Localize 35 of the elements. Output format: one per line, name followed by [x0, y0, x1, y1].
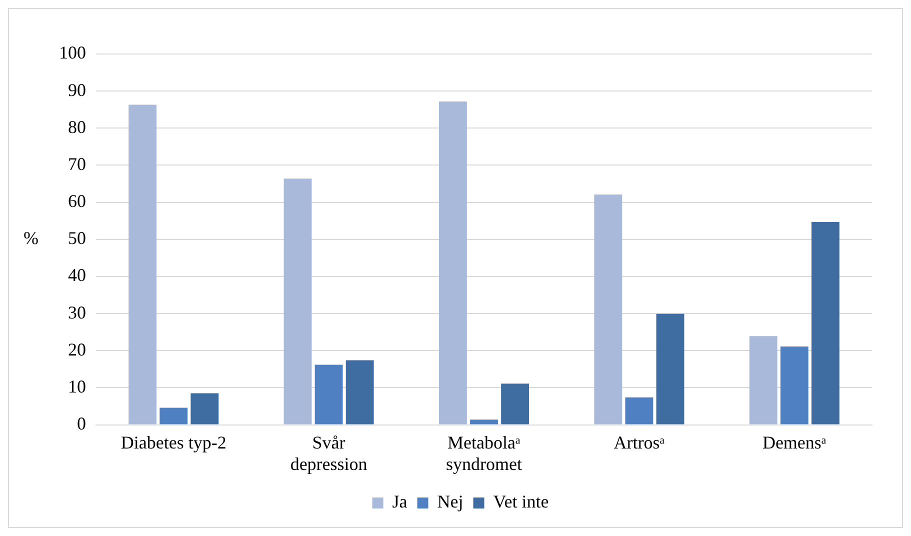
y-tick-label: 60	[68, 191, 86, 212]
bar	[284, 178, 312, 424]
legend-label: Vet inte	[493, 492, 549, 512]
y-tick-label: 80	[68, 116, 86, 137]
legend-label: Ja	[392, 492, 408, 512]
y-axis-title: %	[24, 228, 38, 248]
y-tick-label: 90	[68, 80, 86, 100]
bar	[501, 384, 530, 424]
bar	[656, 314, 684, 424]
bar	[190, 393, 219, 424]
x-tick-label: Diabetes typ-2	[120, 432, 226, 452]
y-tick-label: 20	[68, 339, 86, 360]
x-tick-label: Artrosᵃ	[614, 432, 665, 452]
y-tick-label: 40	[68, 265, 86, 286]
bar	[314, 364, 343, 424]
y-tick-label: 0	[77, 414, 86, 434]
y-tick-label: 100	[59, 42, 86, 63]
bar	[749, 336, 778, 424]
bar	[811, 222, 840, 424]
legend-label: Nej	[437, 492, 464, 512]
y-tick-label: 30	[68, 302, 86, 322]
bar	[438, 101, 467, 424]
bar	[625, 397, 654, 424]
y-tick-label: 70	[68, 154, 86, 174]
bar	[594, 194, 622, 424]
bar	[346, 360, 374, 424]
bar	[160, 408, 188, 424]
y-tick-label: 10	[68, 376, 86, 396]
bar	[128, 104, 157, 424]
x-tick-label: Svår depression	[290, 432, 368, 474]
x-tick-label: Demensᵃ	[762, 432, 826, 452]
bar	[780, 346, 808, 424]
x-tick-label: Metabolaᵃ syndromet	[446, 432, 522, 474]
bar	[470, 420, 498, 424]
y-tick-label: 50	[68, 228, 86, 248]
